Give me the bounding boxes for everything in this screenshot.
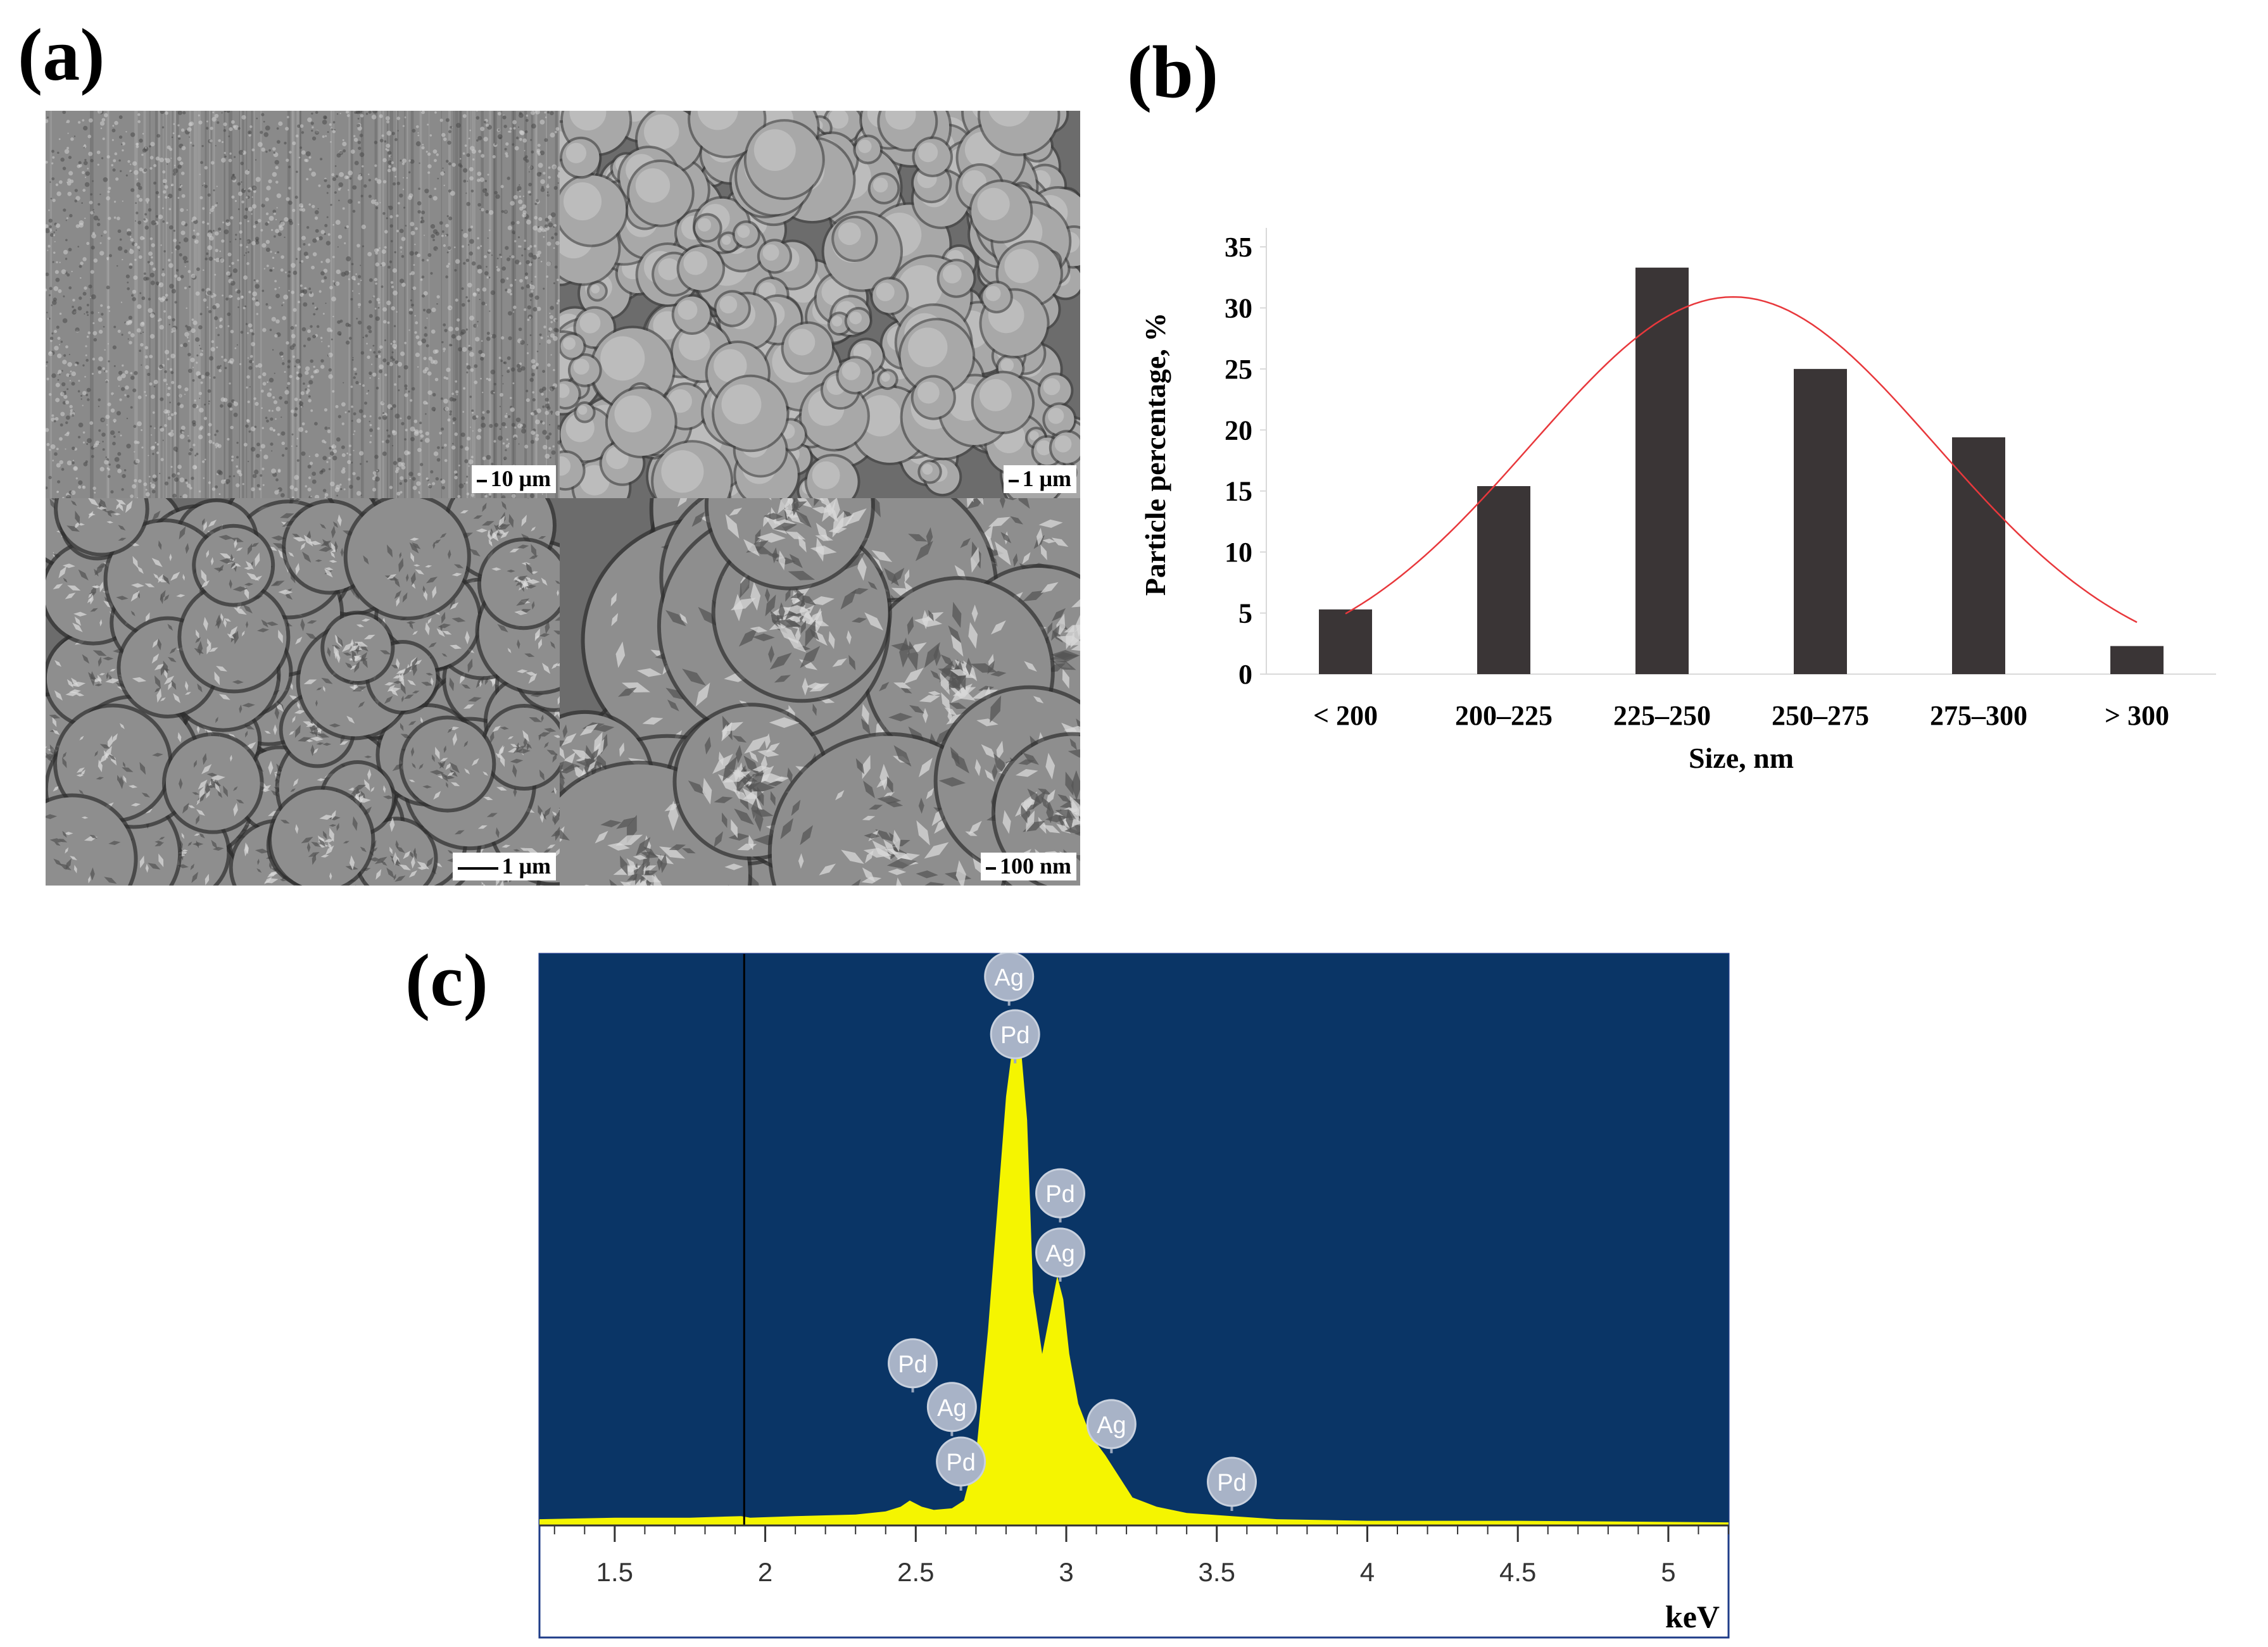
sem-low-magnification-texture <box>46 111 560 498</box>
x-tick-label: 225–250 <box>1613 700 1711 731</box>
peak-label-text: Pd <box>946 1450 975 1476</box>
y-tick-label: 15 <box>1225 476 1252 507</box>
particle-size-histogram: 0 5 10 15 20 25 30 35 < 200 200–225 225–250 250–275… <box>1139 228 2216 774</box>
y-tick-label: 35 <box>1225 232 1252 263</box>
peak-label: Ag <box>1035 1227 1086 1282</box>
peak-label-text: Pd <box>1000 1022 1030 1049</box>
x-tick-label: 275–300 <box>1930 700 2027 731</box>
peak-label: Pd <box>1207 1456 1257 1512</box>
distribution-fit-curve <box>1345 296 2138 623</box>
eds-spectrum: 1.5 2 2.5 3 3.5 4 4.5 5 Ag Pd Pd Ag Pd Ag Pd Ag Pd keV <box>538 953 1730 1639</box>
x-tick-label: 5 <box>1661 1557 1675 1587</box>
scale-bar: 1 μm <box>1003 465 1076 493</box>
peak-label-text: Ag <box>1097 1412 1126 1439</box>
scale-bar: 10 μm <box>471 465 556 493</box>
y-tick-label: 10 <box>1225 537 1252 568</box>
x-tick-label: 2 <box>758 1557 772 1587</box>
sem-medium-magnification-texture <box>560 111 1080 498</box>
x-tick-label: < 200 <box>1313 700 1378 731</box>
sem-low-magnification: 10 μm <box>46 111 560 498</box>
peak-label-text: Ag <box>994 965 1023 991</box>
x-axis-label: Size, nm <box>1689 742 1794 774</box>
scale-bar-label: 10 μm <box>490 466 551 492</box>
peak-label-text: Ag <box>1045 1241 1074 1267</box>
scale-bar: 1 μm <box>452 853 556 880</box>
histogram-bar <box>1794 368 1847 674</box>
x-tick-label: 4 <box>1360 1557 1375 1587</box>
y-tick-label: 25 <box>1225 354 1252 385</box>
peak-label: Pd <box>936 1436 986 1491</box>
x-tick-label: > 300 <box>2105 700 2169 731</box>
peak-label-text: Pd <box>1217 1470 1246 1496</box>
panel-label-a: (a) <box>18 13 105 96</box>
sem-highest-magnification: 100 nm <box>560 498 1080 886</box>
x-tick-label: 3 <box>1059 1557 1073 1587</box>
sem-medium-magnification: 1 μm <box>560 111 1080 498</box>
x-tick-label: 4.5 <box>1499 1557 1536 1587</box>
panel-label-c: (c) <box>405 939 488 1022</box>
y-tick-label: 20 <box>1225 415 1252 446</box>
peak-label-text: Pd <box>898 1351 927 1378</box>
x-tick-label: 1.5 <box>596 1557 633 1587</box>
peak-label: Pd <box>888 1338 938 1393</box>
scale-bar-label: 100 nm <box>999 853 1071 879</box>
peak-label: Pd <box>990 1009 1040 1063</box>
scale-bar: 100 nm <box>980 853 1076 880</box>
sem-image-grid: 10 μm 1 μm 1 μm 100 nm <box>46 111 1080 886</box>
peak-label-text: Pd <box>1045 1181 1074 1208</box>
panel-label-b: (b) <box>1127 30 1219 113</box>
scale-bar-label: 1 μm <box>1022 466 1071 492</box>
histogram-bar <box>1319 609 1372 674</box>
peak-label: Ag <box>984 953 1035 1006</box>
histogram-bar <box>1952 437 2005 674</box>
x-tick-label: 2.5 <box>897 1557 934 1587</box>
y-tick-label: 30 <box>1225 292 1252 323</box>
sem-highest-magnification-texture <box>560 498 1080 886</box>
peak-label-text: Ag <box>937 1395 966 1422</box>
x-tick-label: 250–275 <box>1772 700 1869 731</box>
y-tick-label: 5 <box>1238 598 1252 629</box>
y-tick-label: 0 <box>1238 659 1252 690</box>
x-tick-label: 200–225 <box>1455 700 1553 731</box>
sem-high-magnification-texture <box>46 498 560 886</box>
x-axis-label: keV <box>1665 1599 1720 1634</box>
histogram-bar <box>2110 646 2164 674</box>
peak-label: Ag <box>926 1382 977 1436</box>
peak-label: Pd <box>1035 1168 1086 1223</box>
spectrum-plot-area <box>539 954 1729 1525</box>
peak-label: Ag <box>1086 1399 1137 1453</box>
histogram-bar <box>1635 267 1689 674</box>
y-axis-label: Particle percentage, % <box>1139 313 1171 596</box>
x-tick-label: 3.5 <box>1199 1557 1235 1587</box>
histogram-bar <box>1477 486 1530 674</box>
sem-high-magnification: 1 μm <box>46 498 560 886</box>
scale-bar-label: 1 μm <box>501 853 551 879</box>
